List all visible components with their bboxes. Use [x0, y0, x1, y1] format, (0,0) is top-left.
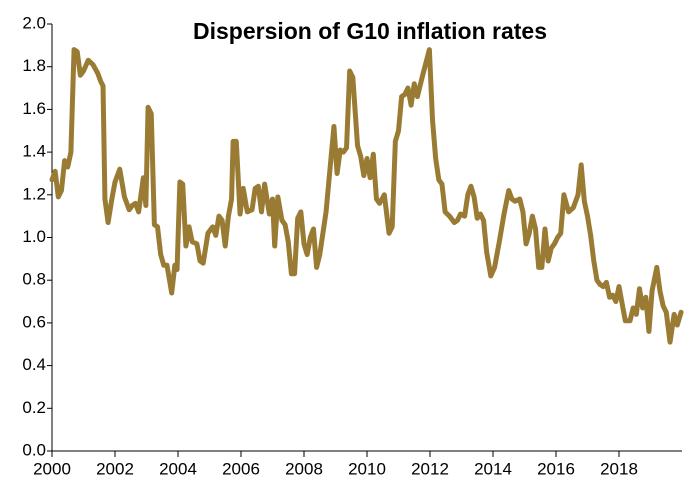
x-tick-label: 2014	[474, 459, 512, 478]
x-tick-label: 2006	[222, 459, 260, 478]
x-tick-label: 2000	[33, 459, 71, 478]
y-tick-label: 0.4	[22, 355, 46, 374]
x-tick-label: 2012	[411, 459, 449, 478]
y-tick-label: 1.6	[22, 99, 46, 118]
x-tick-label: 2002	[96, 459, 134, 478]
y-tick-label: 1.2	[22, 184, 46, 203]
y-tick-label: 0.8	[22, 270, 46, 289]
y-tick-label: 0.0	[22, 440, 46, 459]
x-tick-label: 2018	[600, 459, 638, 478]
x-tick-label: 2010	[348, 459, 386, 478]
line-series	[49, 47, 684, 345]
y-tick-label: 1.8	[22, 56, 46, 75]
y-tick-label: 0.6	[22, 312, 46, 331]
x-tick-label: 2004	[159, 459, 197, 478]
x-tick-label: 2008	[285, 459, 323, 478]
y-tick-label: 1.4	[22, 142, 46, 161]
x-tick-label: 2016	[537, 459, 575, 478]
y-tick-label: 2.0	[22, 13, 46, 32]
y-tick-label: 0.2	[22, 398, 46, 417]
chart-title: Dispersion of G10 inflation rates	[193, 18, 547, 44]
y-tick-label: 1.0	[22, 227, 46, 246]
